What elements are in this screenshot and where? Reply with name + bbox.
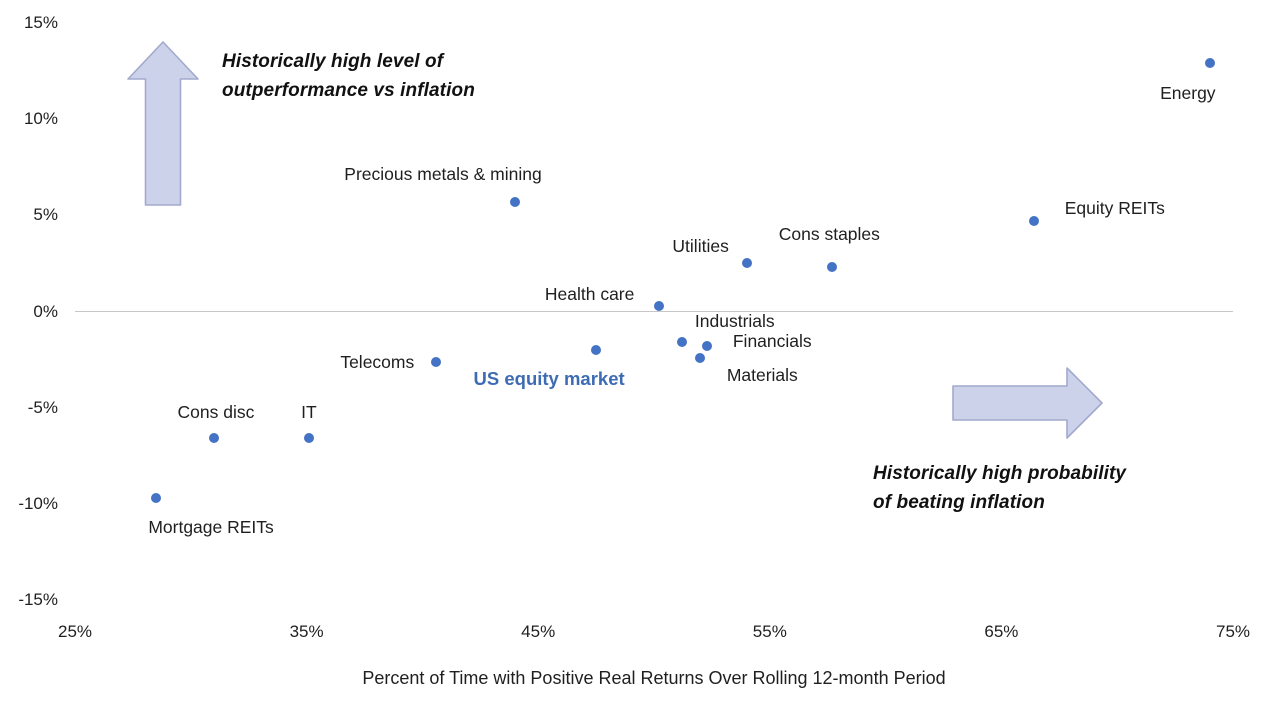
data-point-equity_reits (1028, 216, 1039, 227)
point-label-precious_metals: Precious metals & mining (344, 163, 542, 184)
point-label-industrials: Industrials (694, 311, 775, 332)
x-tick-65%: 65% (984, 622, 1019, 641)
zero-percent-gridline (75, 311, 1233, 313)
data-point-telecoms (431, 356, 442, 367)
data-point-it (303, 433, 314, 444)
data-point-utilities (741, 258, 752, 269)
data-point-energy (1204, 58, 1215, 69)
annotation-line: outperformance vs inflation (222, 80, 475, 101)
point-label-health_care: Health care (544, 283, 635, 304)
y-tick-10%: 10% (23, 109, 58, 129)
y-tick-0%: 0% (33, 301, 58, 321)
point-label-it: IT (301, 402, 317, 423)
y-tick--5%: -5% (27, 397, 58, 417)
x-tick-55%: 55% (752, 622, 787, 641)
point-label-energy: Energy (1160, 83, 1216, 104)
data-point-financials (702, 341, 713, 352)
annotation-line: Historically high probability (873, 463, 1127, 484)
y-tick--10%: -10% (18, 493, 58, 513)
annotation-line: of beating inflation (873, 492, 1045, 513)
point-label-cons_staples: Cons staples (778, 224, 880, 245)
annotation-high-probability: Historically high probability of beating… (873, 459, 1126, 517)
y-tick-15%: 15% (23, 13, 58, 32)
point-label-us_equity_market: US equity market (473, 367, 625, 389)
data-point-materials (695, 352, 706, 363)
x-tick-75%: 75% (1215, 622, 1251, 641)
y-tick--15%: -15% (18, 590, 58, 609)
point-label-utilities: Utilities (672, 236, 729, 257)
x-tick-45%: 45% (521, 622, 556, 641)
point-label-telecoms: Telecoms (340, 351, 415, 372)
point-label-materials: Materials (726, 364, 798, 385)
data-point-mortgage_reits (151, 493, 162, 504)
right-arrow-icon (952, 367, 1103, 439)
data-point-precious_metals (510, 196, 521, 207)
data-point-industrials (676, 337, 687, 348)
data-point-us_equity_market (591, 344, 602, 355)
up-arrow-icon (127, 41, 199, 206)
annotation-high-outperformance: Historically high level of outperformanc… (222, 47, 475, 105)
point-label-mortgage_reits: Mortgage REITs (148, 517, 274, 538)
x-axis-title: Percent of Time with Positive Real Retur… (362, 668, 946, 688)
x-tick-35%: 35% (289, 622, 324, 641)
data-point-health_care (653, 300, 664, 311)
point-label-cons_disc: Cons disc (177, 402, 255, 423)
y-tick-5%: 5% (33, 205, 58, 225)
annotation-line: Historically high level of (222, 51, 444, 72)
data-point-cons_disc (208, 433, 219, 444)
x-tick-25%: 25% (57, 622, 93, 641)
point-label-financials: Financials (732, 331, 812, 352)
point-label-equity_reits: Equity REITs (1064, 198, 1165, 219)
data-point-cons_staples (827, 262, 838, 273)
